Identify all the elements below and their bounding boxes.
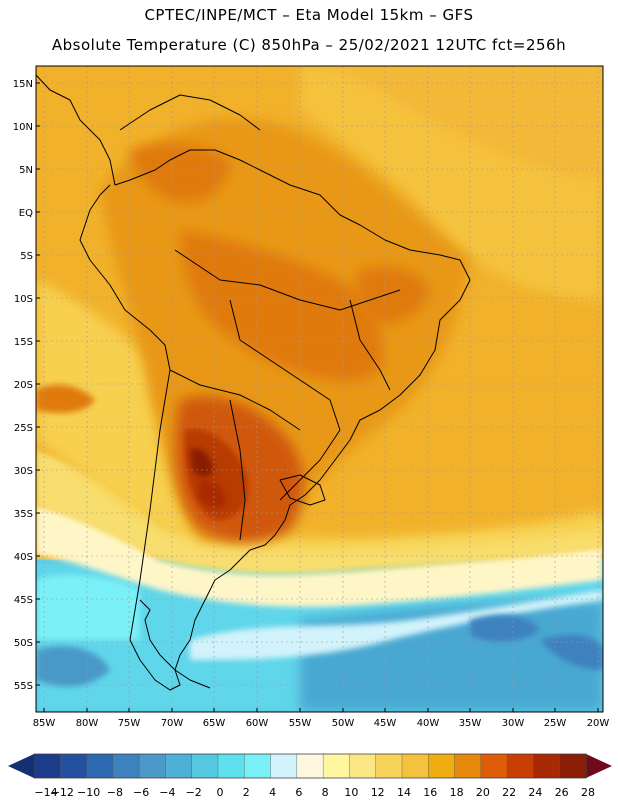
colorbar-label: 14	[397, 786, 411, 799]
lon-label: 20W	[587, 718, 610, 729]
colorbar-label: 22	[502, 786, 516, 799]
lat-label: 35S	[14, 509, 33, 520]
colorbar-swatch	[60, 753, 88, 779]
colorbar-swatch	[33, 753, 61, 779]
colorbar-swatch	[191, 753, 219, 779]
colorbar-swatch	[322, 753, 351, 779]
colorbar-swatch	[349, 753, 377, 779]
lon-label: 30W	[502, 718, 525, 729]
temperature-field	[36, 66, 603, 712]
colorbar-swatch	[270, 753, 298, 779]
colorbar-label: 24	[528, 786, 542, 799]
lat-label: 25S	[14, 423, 33, 434]
colorbar-label: −6	[133, 786, 149, 799]
colorbar-swatch	[375, 753, 403, 779]
colorbar-swatch	[165, 753, 193, 779]
longitude-labels: 85W 80W 75W 70W 65W 60W 55W 50W 45W 40W …	[33, 718, 610, 729]
tick-marks	[36, 82, 599, 712]
lon-label: 55W	[289, 718, 312, 729]
colorbar-label: −8	[107, 786, 123, 799]
lat-label: 55S	[14, 681, 33, 692]
lat-label: 15N	[13, 79, 33, 90]
lat-label: 10S	[14, 294, 33, 305]
lat-label: 40S	[14, 552, 33, 563]
colorbar-swatch	[138, 753, 167, 779]
latitude-labels: 15N 10N 5N EQ 5S 10S 15S 20S 25S 30S 35S…	[13, 79, 33, 692]
lat-label: 50S	[14, 638, 33, 649]
coastline	[36, 74, 471, 691]
colorbar-label: 0	[217, 786, 224, 799]
lon-label: 45W	[374, 718, 397, 729]
colorbar-label: 6	[295, 786, 302, 799]
lon-label: 75W	[118, 718, 141, 729]
lon-label: 60W	[246, 718, 269, 729]
colorbar-swatch	[244, 753, 272, 779]
lat-label: 20S	[14, 380, 33, 391]
colorbar-label: 4	[269, 786, 276, 799]
lat-label: 45S	[14, 595, 33, 606]
colorbar-high-arrow	[586, 754, 612, 778]
lon-label: 35W	[459, 718, 482, 729]
colorbar-label: 26	[555, 786, 569, 799]
lon-label: 65W	[203, 718, 226, 729]
colorbar-swatch	[428, 753, 456, 779]
lon-label: 70W	[161, 718, 184, 729]
colorbar-label: 10	[344, 786, 358, 799]
colorbar-label: 8	[322, 786, 329, 799]
colorbar-swatch	[112, 753, 140, 779]
lat-label: 15S	[14, 337, 33, 348]
colorbar-swatch	[296, 753, 324, 779]
colorbar-swatch	[86, 753, 114, 779]
lat-label: 5S	[20, 251, 33, 262]
colorbar-label: −14	[34, 786, 57, 799]
lat-label: 30S	[14, 466, 33, 477]
lon-label: 40W	[417, 718, 440, 729]
colorbar-label: −2	[186, 786, 202, 799]
map-title-line2: Absolute Temperature (C) 850hPa – 25/02/…	[51, 36, 567, 54]
colorbar-swatch	[401, 753, 429, 779]
lat-label: EQ	[19, 208, 33, 219]
colorbar-label: 16	[423, 786, 437, 799]
colorbar-label: −4	[159, 786, 175, 799]
colorbar-swatch	[454, 753, 482, 779]
colorbar-label: −12	[51, 786, 74, 799]
lon-label: 80W	[76, 718, 99, 729]
colorbar-label: 12	[371, 786, 385, 799]
colorbar-swatch	[533, 753, 561, 779]
colorbar-label: 20	[476, 786, 490, 799]
colorbar-label: −10	[77, 786, 100, 799]
colorbar-swatch	[559, 753, 587, 779]
lat-label: 5N	[19, 165, 33, 176]
colorbar-label: 2	[243, 786, 250, 799]
colorbar-label: 18	[450, 786, 464, 799]
colorbar-swatch	[217, 753, 245, 779]
colorbar-swatch	[506, 753, 535, 779]
colorbar: −14−12 −10 −8 −6 −4 −2 0 2 4 6 8 10 12 14 16 18 20 22 24 26…	[8, 753, 612, 799]
map-title-line1: CPTEC/INPE/MCT – Eta Model 15km – GFS	[144, 6, 474, 24]
lon-label: 85W	[33, 718, 56, 729]
colorbar-swatch	[480, 753, 508, 779]
colorbar-label: 28	[581, 786, 595, 799]
colorbar-low-arrow	[8, 754, 34, 778]
lat-label: 10N	[13, 122, 33, 133]
lon-label: 50W	[332, 718, 355, 729]
map-frame	[35, 65, 604, 713]
lon-label: 25W	[544, 718, 567, 729]
